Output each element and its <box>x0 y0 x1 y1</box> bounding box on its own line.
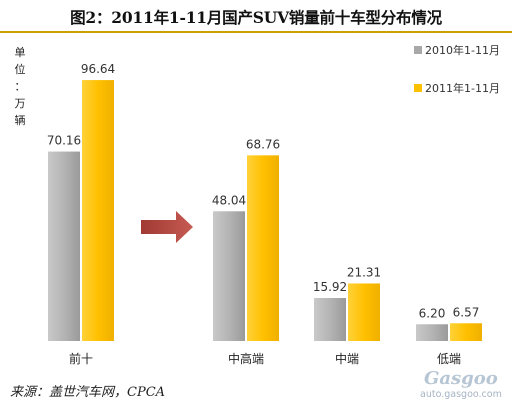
data-label: 6.57 <box>453 305 480 319</box>
comparison-arrow-icon <box>141 211 193 243</box>
bar-2010-2 <box>314 298 346 341</box>
data-label: 6.20 <box>419 306 446 320</box>
unit-char: 位 <box>14 63 26 76</box>
bar-2010-1 <box>213 211 245 341</box>
bar-2011-2 <box>348 283 380 341</box>
data-label: 48.04 <box>212 193 246 207</box>
unit-label: 单 位 ： 万 辆 <box>13 44 27 129</box>
bar-2011-1 <box>247 155 279 341</box>
watermark-logo: Gasgoo auto.gasgoo.com <box>406 362 510 402</box>
watermark-brand: Gasgoo <box>424 368 498 389</box>
unit-char: 单 <box>14 46 26 59</box>
x-tick-label: 中端 <box>335 351 359 366</box>
legend-label: 2011年1-11月 <box>425 81 500 95</box>
unit-char: ： <box>14 80 26 93</box>
x-tick-label: 中高端 <box>228 351 264 366</box>
data-label: 68.76 <box>246 137 280 151</box>
data-label: 15.92 <box>313 280 347 294</box>
x-tick-label: 前十 <box>69 351 93 366</box>
data-label: 96.64 <box>81 62 115 76</box>
data-label: 21.31 <box>347 265 381 279</box>
bar-2010-3 <box>416 324 448 341</box>
unit-char: 辆 <box>14 114 26 127</box>
title-underline <box>0 31 512 33</box>
legend-swatch <box>414 84 422 92</box>
bar-2011-3 <box>450 323 482 341</box>
legend-swatch <box>414 46 422 54</box>
chart-title: 图2：2011年1-11月国产SUV销量前十车型分布情况 <box>70 8 442 27</box>
bar-2011-0 <box>82 80 114 342</box>
data-label: 70.16 <box>47 134 81 148</box>
legend-label: 2010年1-11月 <box>425 43 500 57</box>
watermark-site: auto.gasgoo.com <box>420 389 502 400</box>
source-note: 来源：盖世汽车网，CPCA <box>10 385 166 400</box>
x-tick-label: 低端 <box>437 352 461 366</box>
unit-char: 万 <box>14 97 26 110</box>
bar-2010-0 <box>48 151 80 341</box>
